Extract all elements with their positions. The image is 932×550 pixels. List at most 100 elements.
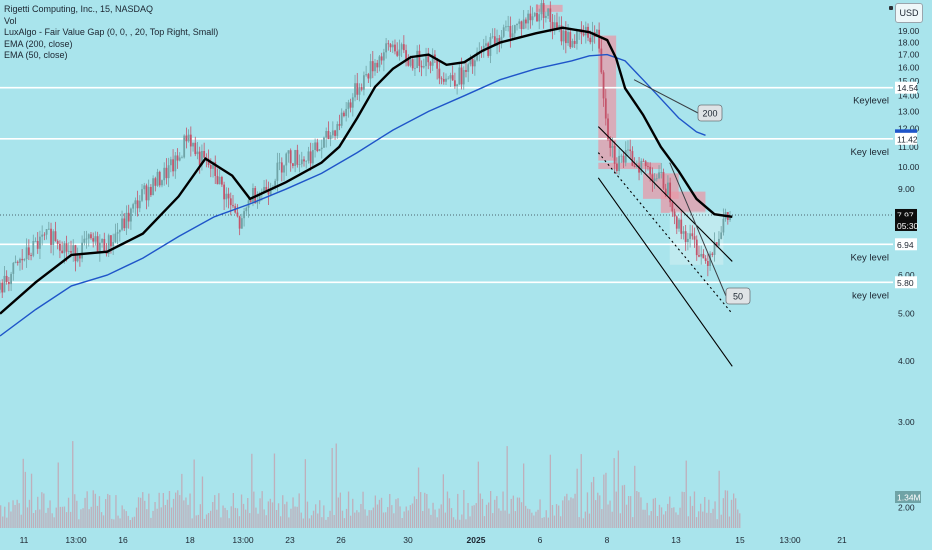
candle-body <box>418 50 421 66</box>
volume-bar <box>6 517 8 528</box>
volume-bar <box>473 505 475 528</box>
volume-bar <box>207 513 210 528</box>
volume-bar <box>424 492 426 528</box>
candle-body <box>19 258 21 263</box>
volume-bar <box>632 517 634 528</box>
volume-bar <box>230 506 232 528</box>
candle-body <box>615 163 618 172</box>
candle-body <box>669 182 672 203</box>
volume-bar <box>212 502 214 528</box>
y-tick-label: 17.00 <box>898 50 920 60</box>
volume-bar <box>457 493 459 528</box>
volume-bar <box>485 504 488 528</box>
candle-body <box>305 160 308 162</box>
volume-bar <box>119 518 121 528</box>
legend-symbol[interactable]: Rigetti Computing, Inc., 15, NASDAQ <box>4 4 154 14</box>
volume-bar <box>216 509 218 528</box>
y-tick-label: 2.00 <box>898 503 915 513</box>
candle-body <box>409 59 412 66</box>
volume-bar <box>142 492 144 528</box>
volume-bar <box>426 494 428 528</box>
volume-bar <box>617 450 619 528</box>
legend-ema50[interactable]: EMA (50, close) <box>4 50 68 60</box>
volume-bar <box>656 516 659 528</box>
volume-bar <box>619 513 621 528</box>
x-tick-label: 15 <box>735 535 745 545</box>
volume-bar <box>553 515 556 528</box>
candle-body <box>562 30 565 42</box>
volume-bar <box>714 501 716 528</box>
candle-body <box>527 13 530 24</box>
volume-bar <box>317 513 319 528</box>
volume-bar <box>508 513 510 528</box>
candle-body <box>227 193 230 199</box>
currency-button[interactable]: USD <box>895 3 923 23</box>
volume-bar <box>547 517 549 528</box>
volume-bar <box>726 490 729 528</box>
candle-body <box>678 219 680 229</box>
volume-bar <box>222 505 224 528</box>
candle-body <box>573 41 576 44</box>
candle-body <box>629 149 632 152</box>
candle-body <box>258 193 261 202</box>
candle-body <box>220 176 223 185</box>
candle-body <box>695 239 698 256</box>
volume-bar <box>673 507 675 528</box>
volume-bar <box>158 492 160 528</box>
volume-bar <box>63 506 66 528</box>
volume-bar <box>683 492 685 528</box>
drag-handle-icon[interactable] <box>889 6 893 10</box>
volume-bar <box>385 512 387 528</box>
volume-bar <box>255 507 257 528</box>
legend-ema200[interactable]: EMA (200, close) <box>4 38 73 49</box>
volume-bar <box>448 498 451 528</box>
volume-bar <box>131 517 134 528</box>
candle-body <box>238 216 241 229</box>
candle-body <box>218 176 221 185</box>
candle-body <box>187 134 190 142</box>
candle-body <box>371 61 374 72</box>
candle-body <box>163 167 166 181</box>
volume-bar <box>205 514 208 528</box>
volume-bar <box>319 500 321 528</box>
volume-bar <box>259 498 261 528</box>
volume-bar <box>376 504 379 528</box>
volume-bar <box>716 519 718 528</box>
volume-bar <box>669 496 671 528</box>
candle-body <box>553 22 556 30</box>
candle-body <box>274 180 277 187</box>
volume-bar <box>648 515 650 528</box>
volume-bar <box>623 484 626 528</box>
volume-bar <box>675 512 677 528</box>
x-tick-label: 16 <box>118 535 128 545</box>
candle-body <box>249 200 252 202</box>
y-tick-label: 12.00 <box>898 123 920 133</box>
candle-body <box>343 112 345 117</box>
candle-body <box>564 30 567 44</box>
candle-body <box>686 238 689 243</box>
legend-fvg-indicator[interactable]: LuxAlgo - Fair Value Gap (0, 0, , 20, To… <box>4 27 219 37</box>
volume-bar <box>615 491 617 528</box>
legend-vol[interactable]: Vol <box>4 15 17 26</box>
candle-body <box>429 62 432 66</box>
volume-bar <box>117 515 119 528</box>
volume-bar <box>704 497 706 528</box>
volume-bar <box>558 505 560 528</box>
volume-bar <box>310 515 313 528</box>
candle-body <box>511 33 514 38</box>
volume-bar <box>438 508 440 528</box>
volume-bar <box>442 474 444 528</box>
candle-body <box>485 43 487 46</box>
candle-body <box>713 242 716 255</box>
candle-body <box>624 150 627 163</box>
candle-body <box>700 253 703 257</box>
volume-bar <box>411 503 414 528</box>
volume-bar <box>144 500 146 528</box>
volume-bar <box>352 498 354 528</box>
candle-body <box>1 282 4 293</box>
volume-bar <box>525 505 527 528</box>
ema200-line <box>0 53 706 337</box>
volume-bar <box>560 516 562 528</box>
